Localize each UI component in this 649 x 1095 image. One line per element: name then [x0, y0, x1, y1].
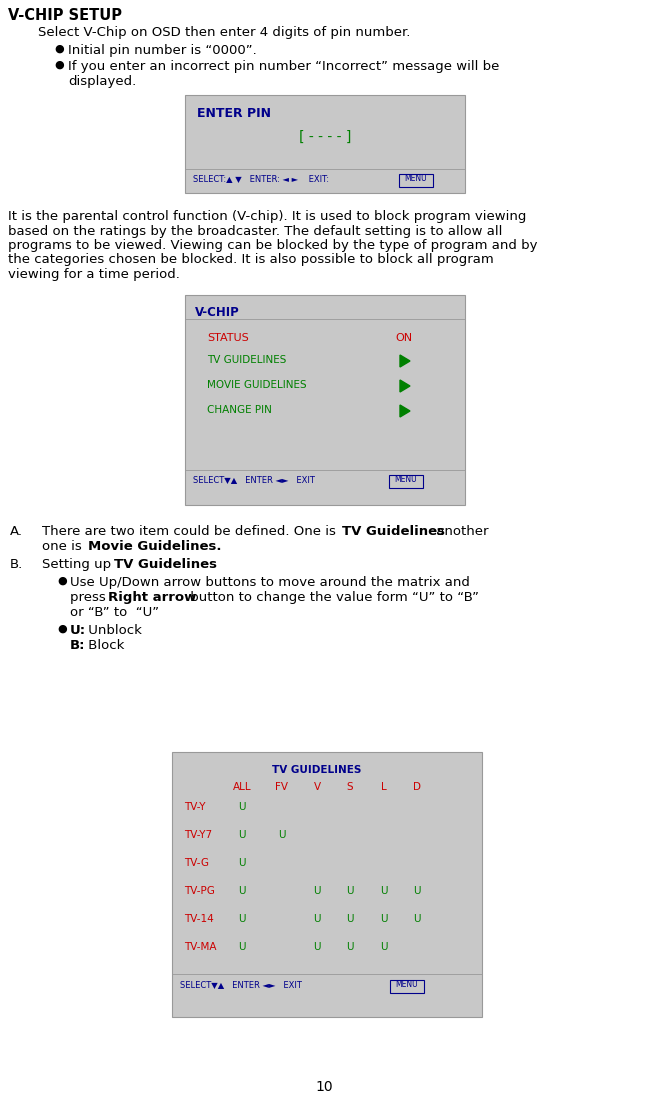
Text: B:: B: [70, 639, 86, 652]
Text: another: another [432, 525, 489, 538]
Text: A.: A. [10, 525, 23, 538]
Text: TV-PG: TV-PG [184, 886, 215, 896]
Text: CHANGE PIN: CHANGE PIN [207, 405, 272, 415]
FancyBboxPatch shape [172, 752, 482, 1017]
Text: L: L [381, 782, 387, 792]
Text: U: U [238, 942, 246, 952]
Text: TV-G: TV-G [184, 858, 209, 868]
Text: Movie Guidelines.: Movie Guidelines. [88, 540, 221, 553]
Text: TV-MA: TV-MA [184, 942, 217, 952]
FancyBboxPatch shape [390, 980, 424, 993]
Text: MENU: MENU [405, 174, 427, 183]
Text: 10: 10 [315, 1080, 333, 1094]
Text: press: press [70, 591, 110, 604]
Text: ●: ● [57, 624, 67, 634]
Polygon shape [400, 380, 410, 392]
Text: ENTER PIN: ENTER PIN [197, 107, 271, 120]
FancyBboxPatch shape [389, 475, 423, 488]
Text: U: U [313, 886, 321, 896]
Text: Unblock: Unblock [84, 624, 142, 637]
Text: ON: ON [395, 333, 412, 343]
Text: button to change the value form “U” to “B”: button to change the value form “U” to “… [186, 591, 479, 604]
Text: TV Guidelines: TV Guidelines [342, 525, 445, 538]
Text: Select V-Chip on OSD then enter 4 digits of pin number.: Select V-Chip on OSD then enter 4 digits… [38, 26, 410, 39]
Text: TV GUIDELINES: TV GUIDELINES [273, 765, 361, 775]
Text: MENU: MENU [395, 475, 417, 484]
Text: U: U [347, 942, 354, 952]
Text: SELECT:▲ ▼   ENTER: ◄ ►    EXIT:: SELECT:▲ ▼ ENTER: ◄ ► EXIT: [193, 174, 329, 183]
Text: B.: B. [10, 558, 23, 570]
Text: Right arrow: Right arrow [108, 591, 197, 604]
Text: TV-Y: TV-Y [184, 802, 206, 812]
Text: D: D [413, 782, 421, 792]
Text: V-CHIP: V-CHIP [195, 306, 239, 319]
Text: U: U [238, 886, 246, 896]
Text: V-CHIP SETUP: V-CHIP SETUP [8, 8, 122, 23]
Text: U: U [313, 942, 321, 952]
Text: or “B” to  “U”: or “B” to “U” [70, 606, 159, 619]
Text: It is the parental control function (V-chip). It is used to block program viewin: It is the parental control function (V-c… [8, 210, 526, 223]
Polygon shape [400, 405, 410, 417]
Text: MOVIE GUIDELINES: MOVIE GUIDELINES [207, 380, 306, 390]
FancyBboxPatch shape [185, 295, 465, 505]
Text: U: U [238, 914, 246, 924]
Text: viewing for a time period.: viewing for a time period. [8, 268, 180, 281]
Text: Use Up/Down arrow buttons to move around the matrix and: Use Up/Down arrow buttons to move around… [70, 576, 470, 589]
FancyBboxPatch shape [185, 95, 465, 193]
Text: one is: one is [42, 540, 86, 553]
Text: ●: ● [57, 576, 67, 586]
Text: If you enter an incorrect pin number “Incorrect” message will be: If you enter an incorrect pin number “In… [68, 60, 499, 73]
Text: TV Guidelines: TV Guidelines [114, 558, 217, 570]
Text: SELECT▼▲   ENTER ◄►   EXIT: SELECT▼▲ ENTER ◄► EXIT [193, 475, 315, 484]
Text: U: U [238, 830, 246, 840]
Text: ALL: ALL [233, 782, 251, 792]
Text: U: U [413, 914, 421, 924]
Text: V: V [313, 782, 321, 792]
Text: U: U [347, 886, 354, 896]
Text: the categories chosen be blocked. It is also possible to block all program: the categories chosen be blocked. It is … [8, 254, 494, 266]
Text: ●: ● [54, 60, 64, 70]
Text: U: U [238, 858, 246, 868]
Text: SELECT▼▲   ENTER ◄►   EXIT: SELECT▼▲ ENTER ◄► EXIT [180, 980, 302, 989]
Text: U: U [380, 914, 387, 924]
Text: [ - - - - ]: [ - - - - ] [299, 130, 351, 145]
Text: S: S [347, 782, 353, 792]
Text: Initial pin number is “0000”.: Initial pin number is “0000”. [68, 44, 257, 57]
Text: FV: FV [275, 782, 289, 792]
Text: U: U [313, 914, 321, 924]
Text: TV-14: TV-14 [184, 914, 214, 924]
Text: There are two item could be defined. One is: There are two item could be defined. One… [42, 525, 340, 538]
Text: U: U [380, 942, 387, 952]
Text: TV-Y7: TV-Y7 [184, 830, 212, 840]
Text: Setting up: Setting up [42, 558, 116, 570]
Text: STATUS: STATUS [207, 333, 249, 343]
Text: U:: U: [70, 624, 86, 637]
Text: U: U [238, 802, 246, 812]
Text: U: U [413, 886, 421, 896]
Text: based on the ratings by the broadcaster. The default setting is to allow all: based on the ratings by the broadcaster.… [8, 224, 502, 238]
Text: U: U [278, 830, 286, 840]
Text: Block: Block [84, 639, 125, 652]
Text: ●: ● [54, 44, 64, 54]
Text: displayed.: displayed. [68, 74, 136, 88]
FancyBboxPatch shape [399, 174, 433, 187]
Text: TV GUIDELINES: TV GUIDELINES [207, 355, 286, 365]
Text: programs to be viewed. Viewing can be blocked by the type of program and by: programs to be viewed. Viewing can be bl… [8, 239, 537, 252]
Text: U: U [380, 886, 387, 896]
Polygon shape [400, 355, 410, 367]
Text: U: U [347, 914, 354, 924]
Text: MENU: MENU [396, 980, 419, 989]
